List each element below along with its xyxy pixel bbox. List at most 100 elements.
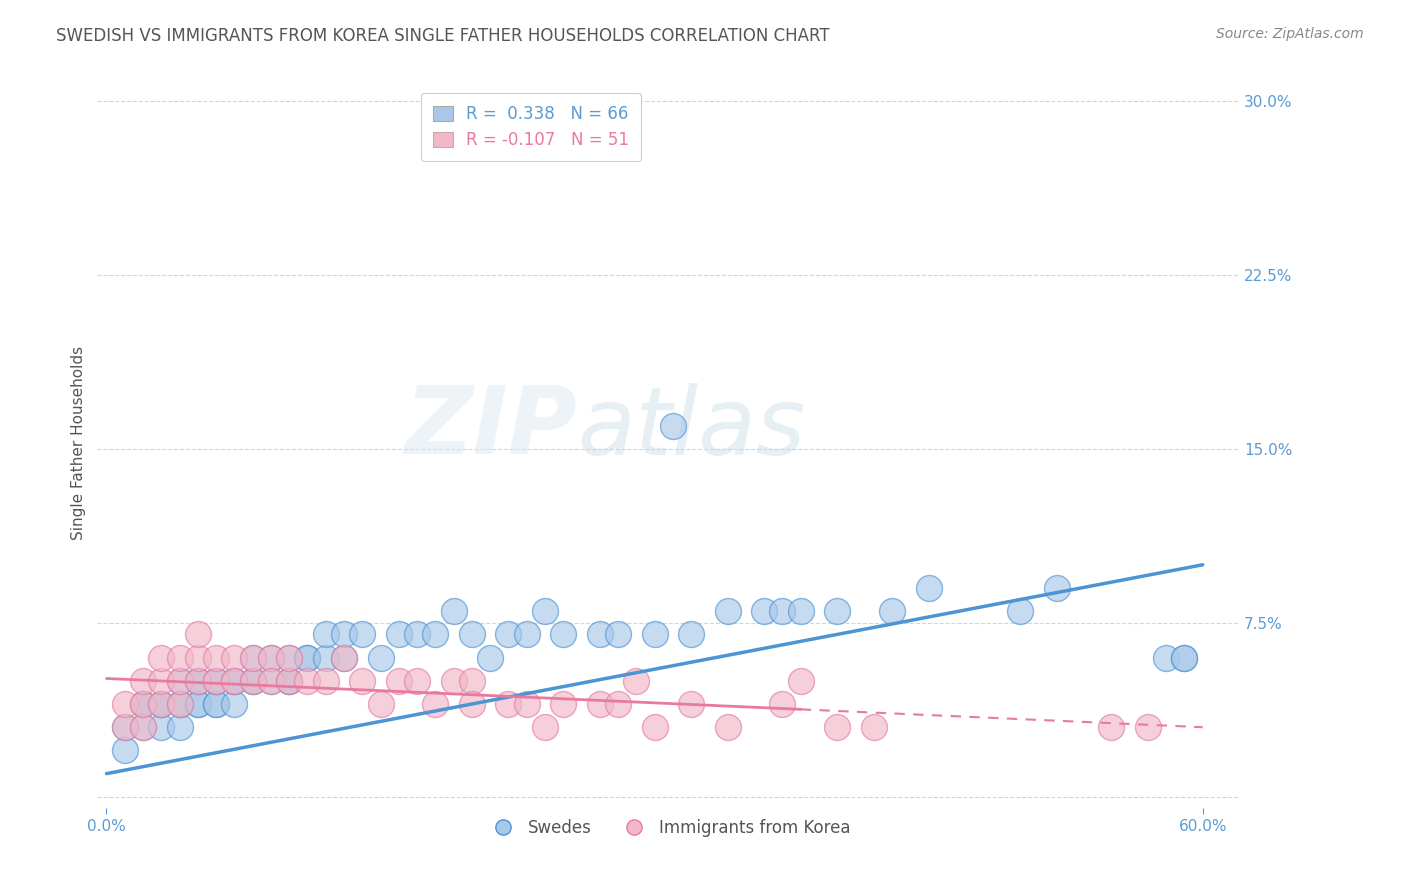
Point [297, 673, 319, 688]
Point [717, 604, 740, 618]
Point [297, 650, 319, 665]
Point [917, 581, 939, 595]
Point [187, 673, 209, 688]
Point [132, 720, 155, 734]
Point [132, 697, 155, 711]
Point [224, 673, 246, 688]
Point [187, 673, 209, 688]
Point [370, 650, 392, 665]
Point [498, 627, 520, 641]
Point [205, 650, 228, 665]
Point [278, 650, 301, 665]
Point [278, 673, 301, 688]
Point [169, 720, 191, 734]
Point [534, 604, 557, 618]
Point [242, 650, 264, 665]
Point [150, 673, 173, 688]
Point [242, 673, 264, 688]
Point [534, 720, 557, 734]
Point [205, 697, 228, 711]
Point [205, 673, 228, 688]
Point [461, 627, 484, 641]
Point [297, 650, 319, 665]
Point [352, 627, 374, 641]
Point [352, 673, 374, 688]
Point [169, 650, 191, 665]
Point [443, 673, 465, 688]
Text: SWEDISH VS IMMIGRANTS FROM KOREA SINGLE FATHER HOUSEHOLDS CORRELATION CHART: SWEDISH VS IMMIGRANTS FROM KOREA SINGLE … [56, 27, 830, 45]
Point [114, 697, 136, 711]
Point [425, 627, 447, 641]
Point [479, 650, 502, 665]
Point [790, 673, 813, 688]
Point [681, 627, 703, 641]
Point [461, 697, 484, 711]
Point [114, 720, 136, 734]
Point [278, 673, 301, 688]
Point [315, 650, 337, 665]
Point [754, 604, 776, 618]
Point [717, 720, 740, 734]
Point [242, 650, 264, 665]
Point [260, 650, 283, 665]
Point [260, 673, 283, 688]
Point [132, 697, 155, 711]
Point [187, 673, 209, 688]
Point [114, 720, 136, 734]
Point [132, 720, 155, 734]
Point [553, 627, 575, 641]
Point [224, 650, 246, 665]
Point [425, 697, 447, 711]
Point [443, 604, 465, 618]
Point [498, 697, 520, 711]
Point [132, 697, 155, 711]
Point [589, 627, 612, 641]
Point [187, 627, 209, 641]
Point [626, 673, 648, 688]
Point [1154, 650, 1177, 665]
Point [880, 604, 903, 618]
Point [187, 697, 209, 711]
Point [315, 627, 337, 641]
Point [607, 697, 630, 711]
Point [169, 673, 191, 688]
Point [607, 627, 630, 641]
Point [827, 720, 849, 734]
Point [772, 697, 794, 711]
Point [169, 673, 191, 688]
Text: Source: ZipAtlas.com: Source: ZipAtlas.com [1216, 27, 1364, 41]
Text: ZIP: ZIP [404, 383, 576, 475]
Point [150, 720, 173, 734]
Point [370, 697, 392, 711]
Point [150, 650, 173, 665]
Point [169, 697, 191, 711]
Point [315, 673, 337, 688]
Point [1099, 720, 1122, 734]
Point [1173, 650, 1195, 665]
Point [260, 673, 283, 688]
Point [644, 720, 666, 734]
Point [333, 627, 356, 641]
Point [278, 650, 301, 665]
Point [205, 673, 228, 688]
Point [1008, 604, 1031, 618]
Point [388, 627, 411, 641]
Point [242, 673, 264, 688]
Point [150, 697, 173, 711]
Point [224, 697, 246, 711]
Text: atlas: atlas [576, 383, 806, 474]
Point [132, 673, 155, 688]
Point [242, 673, 264, 688]
Point [224, 673, 246, 688]
Point [589, 697, 612, 711]
Point [827, 604, 849, 618]
Point [862, 720, 884, 734]
Point [224, 673, 246, 688]
Point [516, 697, 538, 711]
Point [406, 673, 429, 688]
Point [772, 604, 794, 618]
Point [790, 604, 813, 618]
Point [681, 697, 703, 711]
Legend: Swedes, Immigrants from Korea: Swedes, Immigrants from Korea [479, 813, 856, 844]
Point [406, 627, 429, 641]
